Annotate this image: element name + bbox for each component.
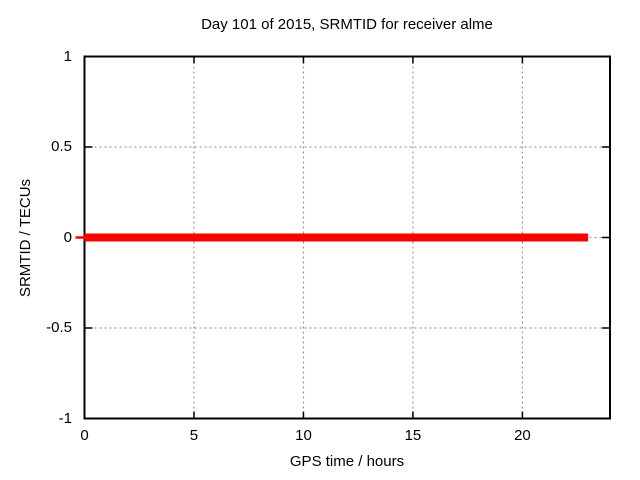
y-tick-label: 1 [63,47,72,65]
x-tick-label: 20 [514,427,531,444]
x-tick-label: 15 [404,427,422,444]
chart-title: Day 101 of 2015, SRMTID for receiver alm… [201,16,493,33]
y-tick-label: -0.5 [46,319,72,336]
y-tick-label: 0 [63,228,72,246]
x-axis-label: GPS time / hours [289,453,405,470]
x-tick-label: 0 [80,427,89,444]
x-tick-label: 10 [295,427,312,444]
x-tick-label: 5 [189,427,199,444]
y-tick-label: -1 [58,409,72,427]
y-tick-label: 0.5 [51,138,72,155]
